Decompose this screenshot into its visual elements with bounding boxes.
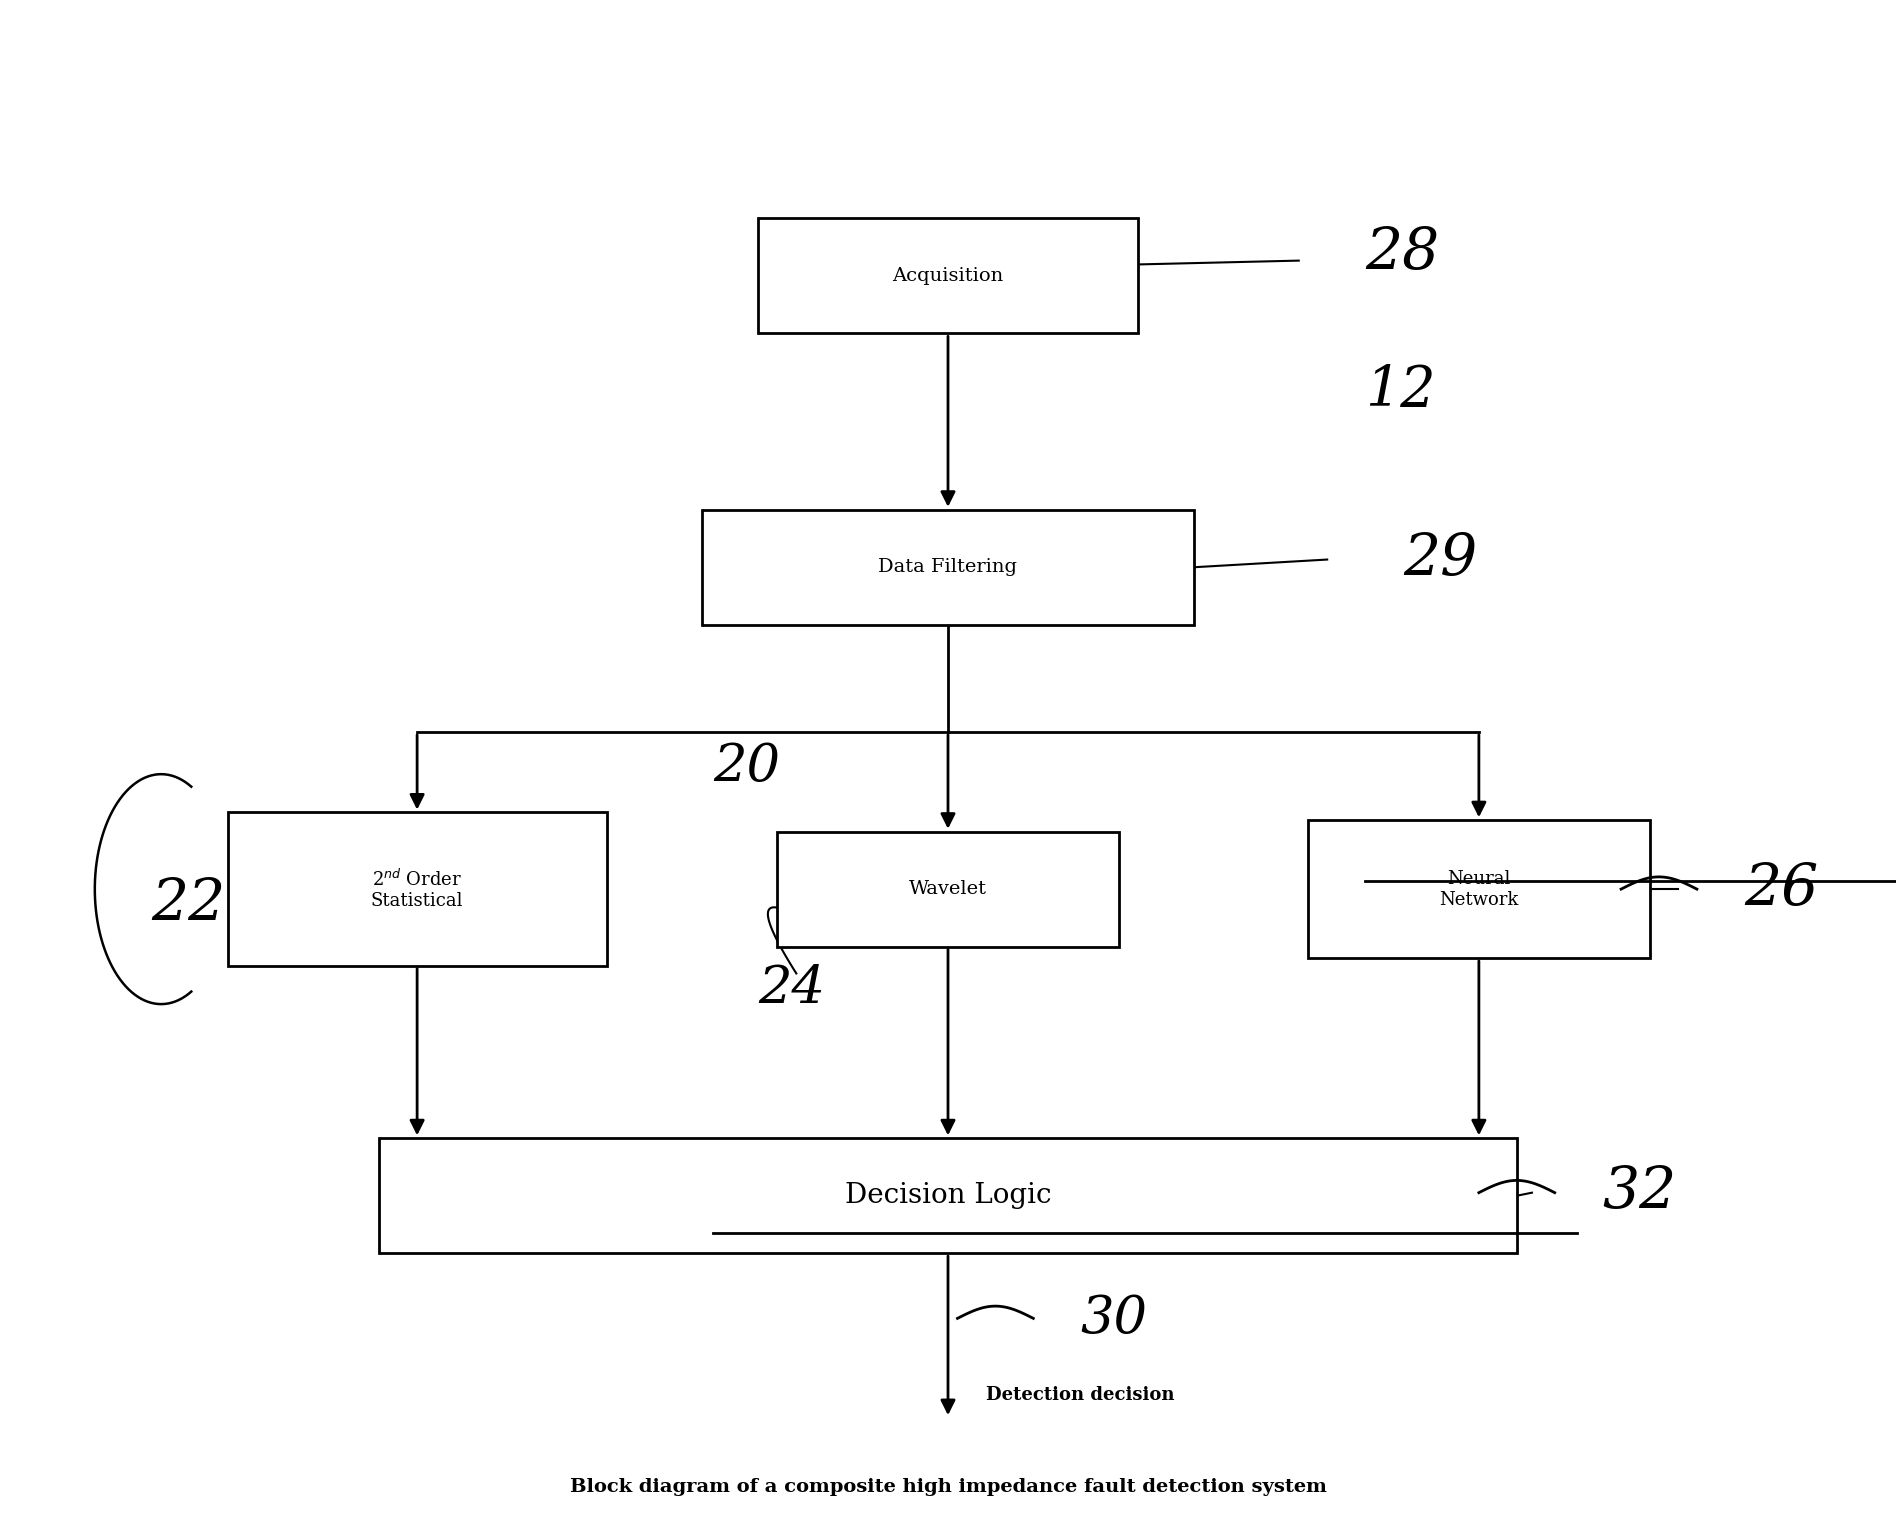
Text: Detection decision: Detection decision bbox=[986, 1386, 1176, 1404]
FancyBboxPatch shape bbox=[1308, 820, 1650, 958]
Text: 12: 12 bbox=[1365, 363, 1435, 419]
FancyBboxPatch shape bbox=[758, 219, 1138, 334]
Text: Acquisition: Acquisition bbox=[893, 267, 1003, 285]
Text: 32: 32 bbox=[1602, 1165, 1676, 1220]
FancyBboxPatch shape bbox=[379, 1137, 1517, 1254]
Text: 2$^{nd}$ Order
Statistical: 2$^{nd}$ Order Statistical bbox=[372, 868, 463, 911]
Text: 22: 22 bbox=[152, 877, 226, 932]
Text: 26: 26 bbox=[1744, 862, 1818, 917]
Text: 30: 30 bbox=[1081, 1292, 1147, 1344]
Text: Data Filtering: Data Filtering bbox=[878, 558, 1018, 576]
FancyBboxPatch shape bbox=[228, 812, 607, 966]
Text: Block diagram of a composite high impedance fault detection system: Block diagram of a composite high impeda… bbox=[569, 1478, 1327, 1496]
FancyBboxPatch shape bbox=[777, 831, 1119, 946]
Text: 20: 20 bbox=[713, 740, 779, 793]
Text: 24: 24 bbox=[758, 963, 825, 1015]
Text: Decision Logic: Decision Logic bbox=[846, 1182, 1050, 1210]
Text: Neural
Network: Neural Network bbox=[1439, 869, 1519, 909]
Text: 29: 29 bbox=[1403, 532, 1477, 587]
Text: 28: 28 bbox=[1365, 225, 1439, 281]
Text: Wavelet: Wavelet bbox=[908, 880, 988, 898]
FancyBboxPatch shape bbox=[702, 510, 1194, 625]
